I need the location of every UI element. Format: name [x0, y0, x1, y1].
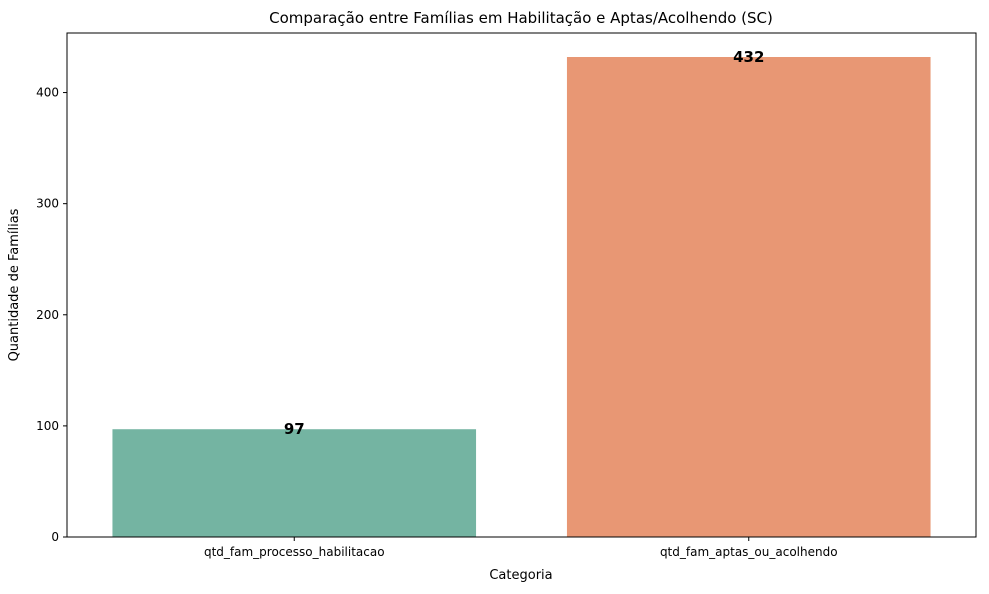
y-tick-label: 300 [36, 197, 59, 211]
data-label: 432 [733, 48, 764, 66]
chart-title: Comparação entre Famílias em Habilitação… [269, 9, 773, 27]
data-label: 97 [284, 420, 305, 438]
y-tick-label: 400 [36, 86, 59, 100]
x-axis-label: Categoria [489, 568, 552, 583]
y-tick-label: 0 [51, 530, 59, 544]
plot-frame [66, 32, 977, 538]
y-tick-label: 100 [36, 419, 59, 433]
ticks-layer: qtd_fam_processo_habilitacao qtd_fam_apta… [36, 86, 837, 559]
bars-layer [112, 57, 931, 537]
y-axis-label: Quantidade de Famílias [7, 208, 22, 361]
x-tick-label: qtd_fam_processo_habilitacao [204, 545, 385, 559]
x-tick-label: qtd_fam_aptas_ou_acolhendo [660, 545, 838, 559]
y-tick-label: 200 [36, 308, 59, 322]
bar-qtd_fam_processo_habilitacao [112, 429, 477, 537]
data-labels-layer: 97 432 [284, 48, 765, 438]
bar-qtd_fam_aptas_ou_acolhendo [566, 57, 931, 537]
